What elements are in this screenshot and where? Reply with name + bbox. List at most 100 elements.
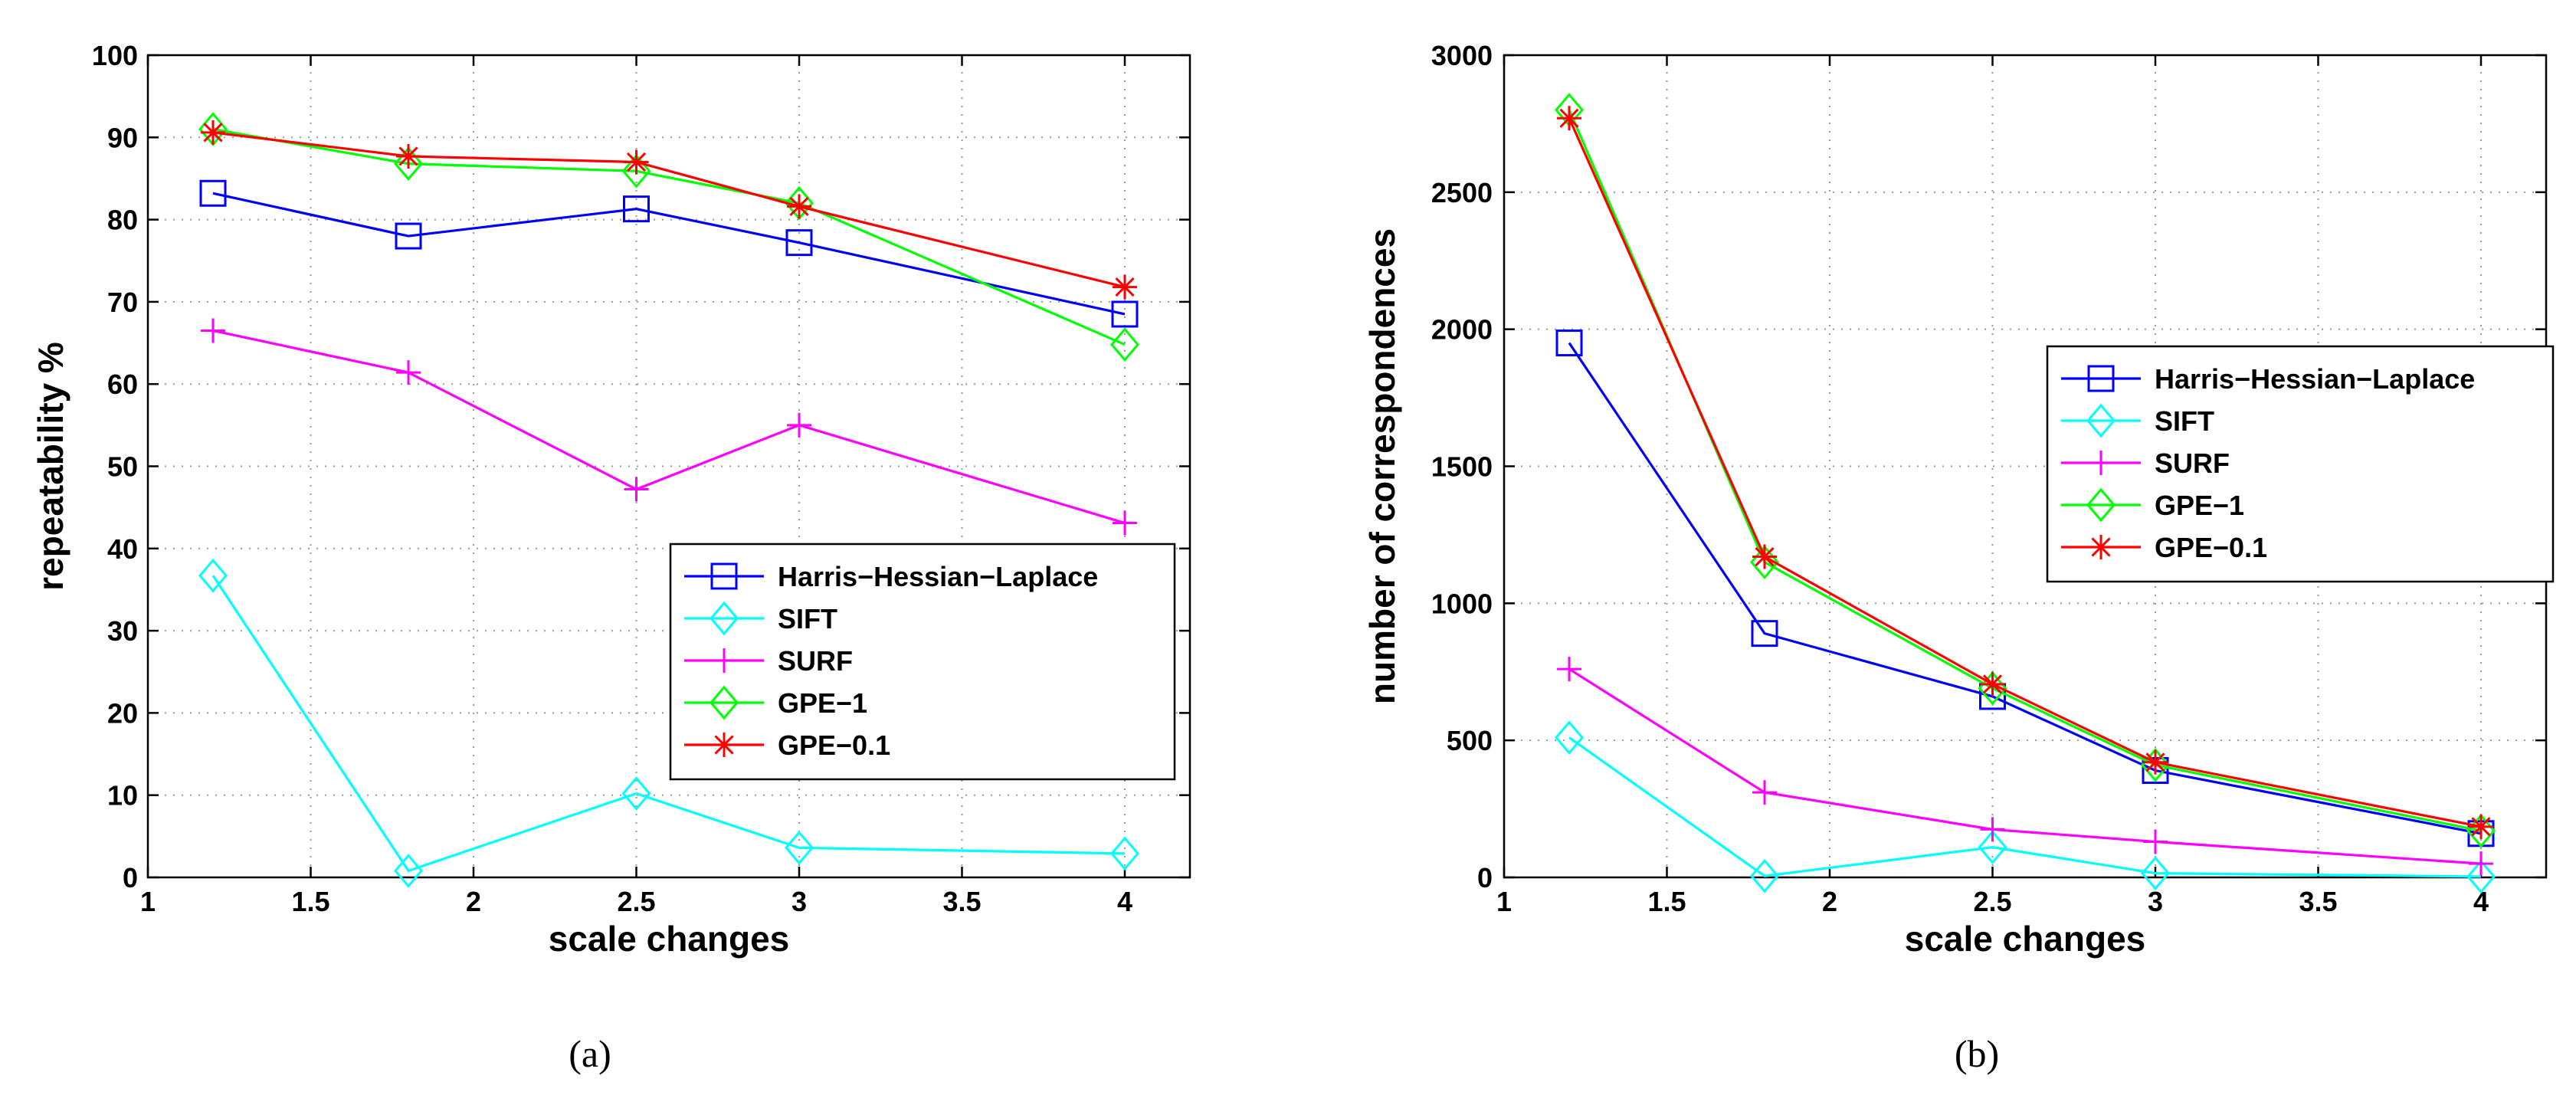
data-point [1752,544,1777,569]
series-line [212,192,1126,316]
legend-label: GPE−1 [778,687,867,719]
data-point [199,179,227,207]
x-tick-label: 1.5 [1647,886,1686,917]
y-axis-label: number of correspondences [1362,228,1402,704]
legend-marker [712,648,736,673]
legend-label: Harris−Hessian−Laplace [2155,363,2475,395]
data-point [1555,329,1583,357]
x-tick-label: 1.5 [291,886,329,917]
data-point [201,318,225,343]
x-tick-label: 2 [466,886,481,917]
data-point [396,143,421,169]
data-point [1978,830,2007,864]
x-tick-label: 4 [1117,886,1132,917]
y-tick-label: 0 [123,862,138,893]
x-axis-label: scale changes [1905,919,2146,959]
data-point [2469,814,2493,839]
data-point [395,222,422,250]
series-surf [201,318,1137,536]
y-tick-label: 100 [92,40,138,71]
y-tick-label: 500 [1447,725,1493,756]
data-point [1110,327,1139,362]
legend-label: Harris−Hessian−Laplace [778,561,1098,592]
legend-label: SURF [2155,448,2230,479]
data-point [1555,720,1584,755]
data-point [1557,106,1581,131]
x-tick-label: 4 [2473,886,2489,917]
series-line [212,329,1126,525]
series-harris-hessian-laplace [199,179,1139,328]
legend-marker [710,562,738,590]
data-point [1113,510,1137,536]
data-point [1111,300,1139,328]
figure-caption: (b) [1955,1032,1999,1075]
data-point [787,412,811,438]
data-point [2469,851,2493,877]
y-tick-label: 30 [107,615,138,647]
x-tick-label: 2 [1822,886,1837,917]
data-point [785,831,814,865]
legend-marker [2089,535,2113,559]
x-tick-label: 3.5 [2299,886,2337,917]
y-tick-label: 2000 [1431,314,1493,346]
data-point [2143,829,2168,854]
series-sift [1555,720,2496,894]
series-surf [1557,657,2493,877]
data-point [396,360,421,385]
series-gpe-0-1 [201,120,1137,300]
series-gpe-0-1 [1557,106,2493,839]
y-tick-label: 90 [107,122,138,153]
data-point [1751,620,1778,647]
data-point [1980,671,2005,697]
legend-label: SURF [778,645,853,677]
y-tick-label: 10 [107,780,138,811]
data-point [787,194,811,219]
data-point [394,854,423,888]
x-axis-label: scale changes [549,919,790,959]
data-point [621,153,651,189]
x-tick-label: 1 [1496,886,1512,917]
y-tick-label: 60 [107,369,138,400]
legend-marker [2086,487,2116,523]
data-point [1557,657,1581,682]
y-tick-label: 80 [107,205,138,236]
series-harris-hessian-laplace [1555,329,2495,847]
legend-label: GPE−0.1 [2155,532,2267,563]
legend-marker [712,733,736,757]
y-axis-label: repeatability % [31,342,70,591]
y-tick-label: 0 [1477,862,1493,893]
legend-label: GPE−1 [2155,490,2244,521]
data-point [201,120,225,145]
series-line [212,127,1126,346]
legend-label: SIFT [778,603,837,634]
data-point [198,558,228,593]
legend-label: GPE−0.1 [778,729,890,761]
x-tick-label: 2.5 [1973,886,2011,917]
data-point [785,229,813,257]
data-point [624,149,649,175]
legend-label: SIFT [2155,405,2214,437]
data-point [2141,856,2170,890]
data-point [621,776,651,811]
x-tick-label: 3.5 [942,886,981,917]
x-tick-label: 2.5 [617,886,655,917]
data-point [2141,748,2170,782]
ticks: 1 1.5 2 2.5 3 3.5 4 0 500 1000 1500 2000 2500 3000 [1431,40,2546,917]
data-point [2143,749,2168,775]
series-line [212,131,1126,289]
data-point [394,146,423,181]
y-tick-label: 40 [107,533,138,565]
x-tick-label: 1 [140,886,156,917]
y-tick-label: 70 [107,287,138,318]
y-tick-label: 1000 [1431,588,1493,619]
y-tick-label: 20 [107,697,138,729]
y-tick-label: 3000 [1431,40,1493,71]
data-point [1752,780,1777,805]
data-point [1110,836,1139,871]
series-line [1568,736,2482,878]
y-tick-label: 1500 [1431,451,1493,483]
legend-marker [710,601,739,636]
data-point [2466,859,2496,894]
